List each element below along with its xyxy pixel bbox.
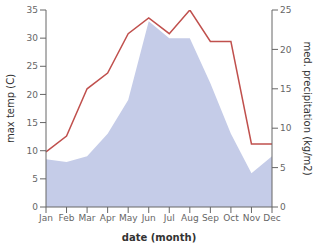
svg-text:35: 35 (27, 5, 38, 15)
svg-text:15: 15 (280, 84, 291, 94)
svg-text:Mar: Mar (79, 213, 96, 223)
svg-text:15: 15 (27, 118, 38, 128)
svg-text:30: 30 (27, 33, 39, 43)
svg-text:Dec: Dec (263, 213, 280, 223)
svg-text:0: 0 (32, 202, 38, 212)
svg-text:Jun: Jun (141, 213, 156, 223)
svg-text:May: May (119, 213, 138, 223)
svg-text:Sep: Sep (202, 213, 219, 223)
svg-text:20: 20 (27, 90, 39, 100)
svg-text:25: 25 (280, 5, 291, 15)
svg-text:20: 20 (280, 45, 292, 55)
svg-text:Nov: Nov (243, 213, 261, 223)
svg-text:10: 10 (280, 123, 292, 133)
svg-text:0: 0 (280, 202, 286, 212)
svg-text:Apr: Apr (100, 213, 116, 223)
svg-text:max temp (C): max temp (C) (8, 74, 16, 143)
svg-text:Jan: Jan (38, 213, 53, 223)
svg-text:Aug: Aug (181, 213, 199, 223)
svg-text:med. precipitation (kg/m2): med. precipitation (kg/m2) (302, 41, 310, 175)
svg-text:5: 5 (280, 163, 286, 173)
svg-text:Feb: Feb (59, 213, 75, 223)
svg-text:25: 25 (27, 61, 38, 71)
svg-text:5: 5 (32, 174, 38, 184)
svg-text:date (month): date (month) (122, 232, 196, 243)
svg-text:Oct: Oct (223, 213, 239, 223)
svg-text:Jul: Jul (163, 213, 175, 223)
svg-text:10: 10 (27, 146, 39, 156)
